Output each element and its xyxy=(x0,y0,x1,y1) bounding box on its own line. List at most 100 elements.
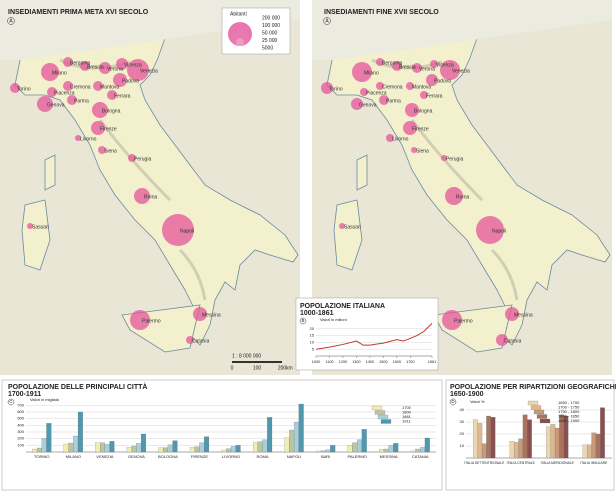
data-line xyxy=(315,323,433,350)
x-tick-label: BARI xyxy=(321,454,330,459)
bar xyxy=(100,442,105,453)
bar xyxy=(379,449,385,453)
city-label: Perugia xyxy=(446,156,463,162)
bar xyxy=(126,447,132,453)
city-label: Genova xyxy=(47,102,65,108)
scale-tick: 0 xyxy=(231,365,234,371)
city-circle xyxy=(442,310,462,330)
bar xyxy=(36,447,42,453)
city-label: Bergamo xyxy=(70,60,91,66)
x-tick-label: MESSINA xyxy=(380,454,398,459)
bar xyxy=(587,444,592,459)
city-label: Mantova xyxy=(100,84,119,90)
legend-label: 1850 - 1900 xyxy=(558,418,580,423)
city-circle xyxy=(476,216,504,244)
bar xyxy=(352,442,358,453)
city-circle xyxy=(186,336,194,344)
panel-b xyxy=(295,297,439,371)
bar xyxy=(194,446,200,453)
legend-swatch xyxy=(536,414,548,419)
legend-label: 1861 xyxy=(402,414,412,419)
city-label: Genova xyxy=(359,102,377,108)
bar xyxy=(595,433,601,459)
chart-subtitle: 1000-1861 xyxy=(300,310,334,317)
bar xyxy=(582,444,588,459)
city-label: Ferrara xyxy=(426,93,443,99)
map-title: INSEDIAMENTI FINE XVII SECOLO xyxy=(324,9,439,16)
letter-badge xyxy=(449,398,457,406)
city-label: Piacenza xyxy=(366,90,387,96)
x-tick-label: ITALIA SETTENTRIONALE xyxy=(464,461,505,465)
x-tick-label: 1200 xyxy=(339,360,347,364)
legend-swatch xyxy=(530,405,542,410)
legend-swatch xyxy=(374,410,386,415)
bar xyxy=(550,424,556,459)
city-label: Palermo xyxy=(142,318,161,324)
bar xyxy=(158,447,164,453)
city-label: Milano xyxy=(364,70,379,76)
y-axis-label: Valori % xyxy=(470,399,485,404)
y-tick-label: 10 xyxy=(460,443,465,448)
bar xyxy=(163,447,169,453)
bar xyxy=(393,443,399,453)
city-label: Vicenza xyxy=(124,62,142,68)
y-axis-label: Valori in migliaia xyxy=(30,397,60,402)
city-circle xyxy=(63,81,73,91)
bar xyxy=(388,445,394,453)
city-circle xyxy=(351,98,363,110)
city-label: Messina xyxy=(514,312,533,318)
legend-label: 1650 - 1700 xyxy=(558,400,580,405)
bar xyxy=(591,432,597,459)
city-circle xyxy=(75,135,81,141)
bar xyxy=(141,433,146,453)
chart-title: POPOLAZIONE ITALIANA xyxy=(300,303,385,310)
city-circle xyxy=(47,87,57,97)
city-label: Venezia xyxy=(140,68,158,74)
bar xyxy=(41,438,47,453)
y-axis-label: Valori in milioni xyxy=(320,317,347,322)
x-tick-label: 1100 xyxy=(325,360,333,364)
city-circle xyxy=(107,90,117,100)
city-label: Roma xyxy=(456,194,470,200)
y-tick-label: 400 xyxy=(17,422,24,427)
chart-letter: D xyxy=(451,399,455,404)
city-label: Bologna xyxy=(102,108,121,114)
city-circle xyxy=(127,59,149,81)
city-label: Milano xyxy=(52,70,67,76)
city-label: Perugia xyxy=(134,156,151,162)
x-tick-label: PALERMO xyxy=(348,454,367,459)
chart-letter: C xyxy=(9,399,13,404)
city-label: Vicenza xyxy=(436,62,454,68)
city-label: Catania xyxy=(192,338,209,344)
bar xyxy=(32,448,38,453)
x-tick-label: LIVORNO xyxy=(222,454,240,459)
city-label: Parma xyxy=(386,98,401,104)
city-label: Verona xyxy=(107,66,123,72)
legend-swatch xyxy=(371,405,383,411)
legend-label: 25 000 xyxy=(262,38,278,44)
chart-letter: B xyxy=(301,318,304,323)
scale-tick: 200 xyxy=(278,365,287,371)
bar xyxy=(257,441,263,453)
y-tick-label: 15 xyxy=(310,333,315,338)
x-tick-label: 1861 xyxy=(428,360,436,364)
x-tick-label: CATANIA xyxy=(412,454,429,459)
city-circle xyxy=(130,310,150,330)
bar xyxy=(486,415,491,459)
x-tick-label: FIRENZE xyxy=(191,454,208,459)
bar xyxy=(554,427,560,459)
city-label: Palermo xyxy=(454,318,473,324)
x-tick-label: ROMA xyxy=(257,454,269,459)
letter-badge xyxy=(299,317,307,325)
city-circle xyxy=(505,307,519,321)
bar xyxy=(104,444,110,453)
city-label: Padova xyxy=(122,78,139,84)
legend-swatch xyxy=(380,419,392,424)
bar xyxy=(330,445,336,453)
letter-badge xyxy=(7,17,15,25)
bar xyxy=(477,423,483,459)
city-label: Parma xyxy=(74,98,89,104)
bar xyxy=(199,442,205,453)
city-label: Brescia xyxy=(87,64,104,70)
